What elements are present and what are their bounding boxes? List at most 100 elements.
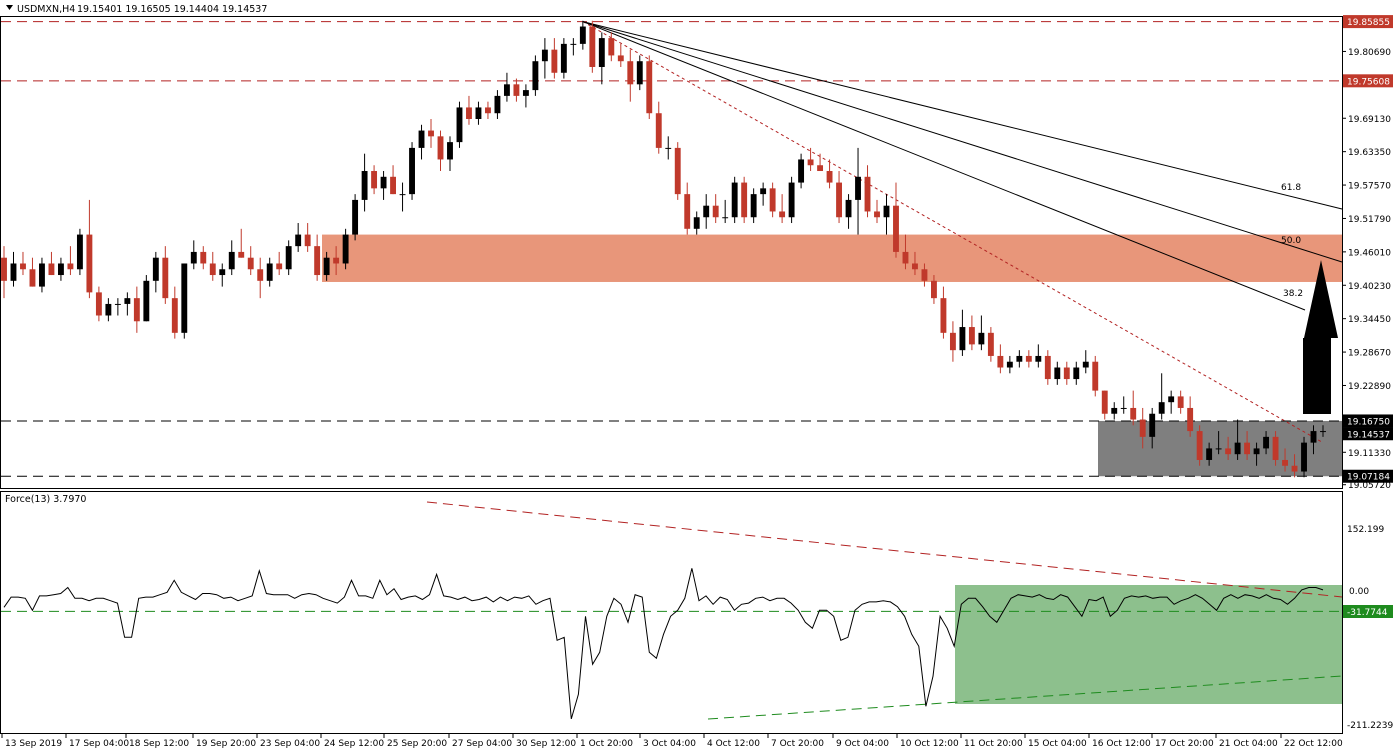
candle-body: [874, 211, 880, 218]
candle: [902, 234, 909, 270]
candle-body: [1263, 436, 1270, 449]
candle-body: [494, 95, 501, 114]
candle: [39, 257, 45, 293]
candle: [779, 194, 786, 224]
candle: [674, 142, 681, 200]
candle: [987, 327, 994, 362]
candle-body: [219, 269, 226, 276]
force-line: [3, 568, 1324, 720]
candle: [959, 309, 966, 356]
price-tag: [1343, 74, 1393, 88]
candle: [1206, 442, 1213, 466]
candle-body: [855, 176, 861, 200]
candle: [836, 171, 842, 224]
collapse-triangle-icon[interactable]: [6, 5, 13, 10]
candle-body: [466, 107, 472, 120]
time-tick-label: 13 Sep 2019: [5, 739, 62, 749]
candle: [114, 298, 121, 316]
candle: [978, 315, 985, 351]
candle: [788, 176, 795, 224]
price-tag-label: 19.14537: [1347, 430, 1390, 440]
candle: [1120, 396, 1127, 414]
force-scale-top: 152.199: [1347, 525, 1384, 535]
price-tick-label: 19.05720: [1348, 481, 1391, 491]
candle: [1158, 373, 1165, 420]
candle-body: [968, 327, 975, 345]
candle-body: [228, 251, 235, 270]
price-tag-label: 19.85855: [1347, 18, 1390, 28]
force-green-zone: [955, 585, 1342, 704]
candle: [608, 32, 615, 62]
candle: [67, 246, 74, 276]
candle: [295, 223, 302, 252]
candle: [703, 194, 710, 229]
candle-body: [181, 263, 188, 333]
candle-body: [190, 251, 197, 264]
candle: [181, 263, 188, 339]
candle-body: [342, 234, 349, 264]
candle-body: [617, 55, 624, 62]
candle-body: [959, 327, 966, 351]
candle: [1225, 436, 1232, 460]
fan-line-38-2: [582, 21, 1306, 311]
candle: [731, 176, 738, 224]
candle-body: [1244, 442, 1251, 455]
price-tag-label: 19.16750: [1347, 417, 1390, 427]
candle-body: [152, 257, 159, 281]
force-level-tag-text: -31.7744: [1347, 608, 1388, 618]
candle: [741, 176, 748, 224]
candle: [1234, 419, 1241, 460]
candle-body: [921, 269, 928, 281]
candle-body: [712, 205, 719, 218]
candle: [1215, 431, 1222, 455]
candle: [371, 165, 378, 195]
candle: [20, 251, 26, 276]
price-tick-label: 19.22890: [1348, 382, 1391, 392]
candle-body: [731, 182, 738, 218]
candle: [219, 263, 226, 287]
candle: [352, 194, 359, 241]
candle: [760, 182, 767, 206]
candle: [968, 315, 975, 351]
candle: [636, 55, 643, 91]
price-tag: [1343, 414, 1393, 428]
candle-body: [646, 61, 653, 114]
candle: [1035, 344, 1042, 368]
candle: [304, 223, 311, 252]
price-tick-label: 19.69130: [1348, 115, 1391, 125]
candle: [1130, 390, 1137, 426]
candle-body: [788, 182, 795, 218]
time-tick-label: 22 Oct 12:00: [1284, 739, 1343, 749]
candle-body: [931, 280, 937, 299]
time-tick-label: 10 Oct 12:00: [900, 739, 959, 749]
fan-label-38-2: 38.2: [1283, 289, 1303, 299]
fan-line-61-8: [582, 21, 1343, 210]
candle: [418, 124, 425, 160]
price-tick-label: 19.28670: [1348, 349, 1391, 359]
candle: [437, 130, 444, 172]
price-pane-frame: [0, 16, 1343, 489]
candle-body: [684, 194, 691, 229]
candle: [276, 251, 283, 276]
candle: [76, 228, 83, 276]
candle: [466, 95, 472, 125]
candle-body: [608, 38, 615, 56]
candle: [997, 344, 1004, 374]
candle: [522, 84, 529, 108]
candle-body: [513, 84, 520, 96]
candle-body: [390, 176, 396, 195]
candle-body: [760, 188, 767, 195]
fibonacci-fan: [582, 21, 1343, 311]
candle: [247, 246, 254, 276]
candle-body: [845, 199, 852, 218]
candle: [390, 165, 396, 195]
candle: [551, 38, 558, 79]
candle-body: [779, 211, 786, 218]
candle-body: [485, 107, 491, 114]
candle: [1025, 350, 1032, 368]
candle: [399, 182, 406, 212]
candle-body: [1120, 407, 1127, 409]
candle-body: [209, 263, 216, 276]
candle-body: [380, 176, 387, 189]
candle: [589, 20, 596, 73]
